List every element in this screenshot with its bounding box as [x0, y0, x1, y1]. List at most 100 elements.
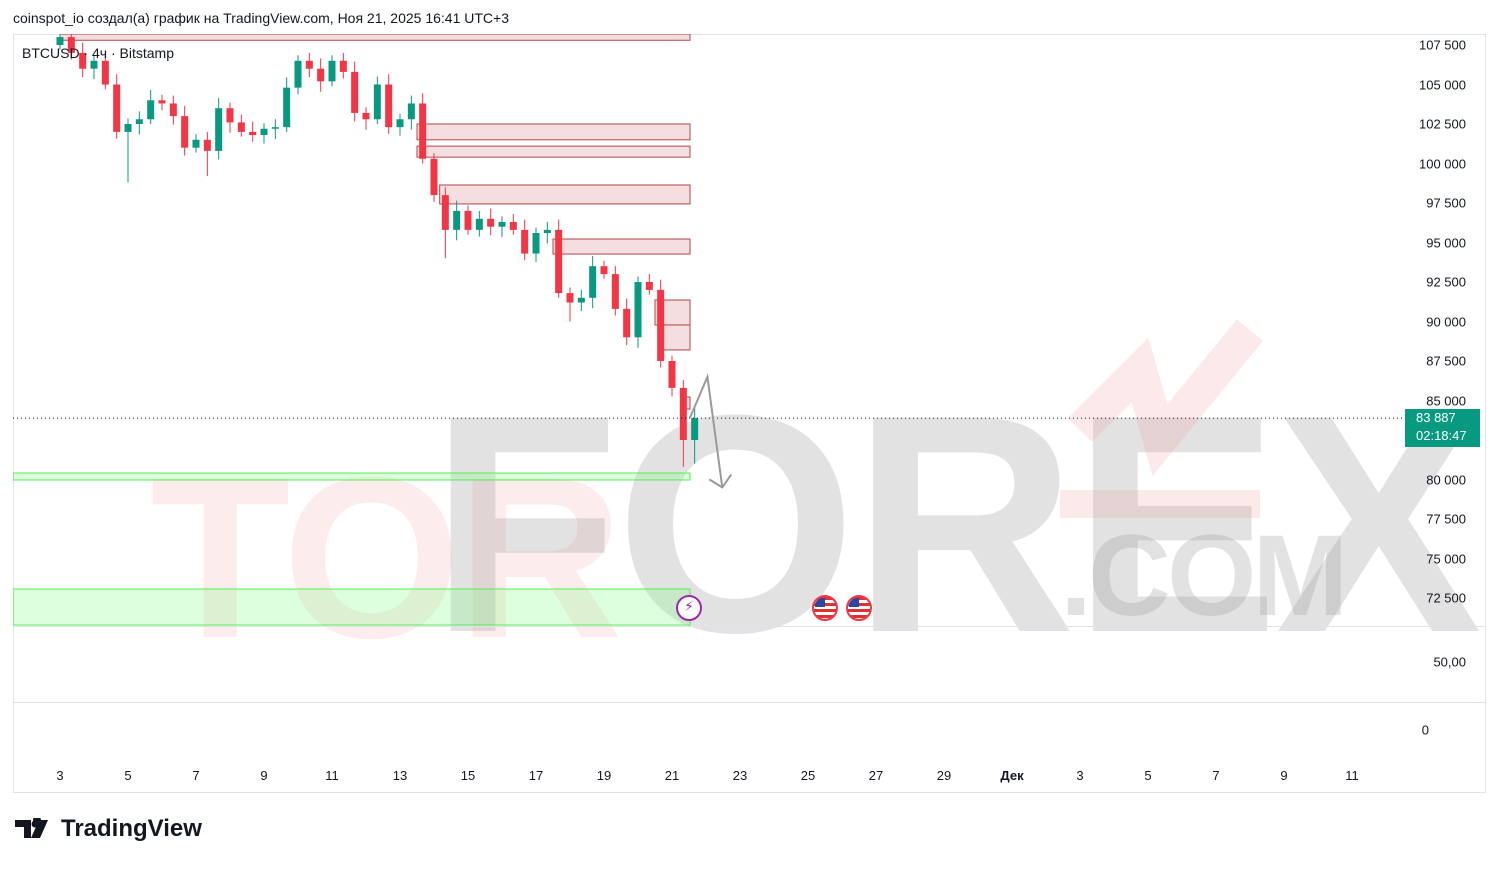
watermark-forex: FOREX — [430, 350, 1482, 697]
current-price-value: 83 887 — [1416, 410, 1456, 425]
candle-body — [135, 119, 143, 124]
lightning-icon[interactable]: ⚡ — [676, 595, 702, 621]
candle-body — [305, 60, 313, 69]
supply-zone — [416, 123, 691, 141]
candle-body — [509, 221, 517, 230]
candle-body — [600, 266, 608, 275]
time-tick-label: 19 — [596, 768, 612, 783]
candle-body — [396, 119, 404, 128]
candle-body — [271, 127, 279, 129]
candle-body — [543, 229, 551, 234]
supply-zone — [660, 324, 691, 351]
time-tick-label: 25 — [800, 768, 816, 783]
candle-body — [464, 210, 472, 230]
time-tick-label: 17 — [528, 768, 544, 783]
lower-pane-label: 50,00 — [1433, 654, 1466, 670]
candle-body — [249, 131, 257, 136]
candle-body — [475, 218, 483, 230]
candle-body — [147, 100, 155, 120]
candle-body — [226, 108, 234, 123]
candle-body — [657, 289, 665, 361]
chart-frame — [13, 34, 1486, 793]
candle-body — [566, 293, 574, 303]
price-tick-label: 100 000 — [1419, 156, 1466, 171]
candle-body — [691, 418, 699, 440]
time-tick-label: 11 — [325, 768, 339, 783]
candle-body — [79, 52, 87, 69]
time-tick-label: 11 — [1345, 768, 1359, 783]
tradingview-logo[interactable]: TradingView — [15, 815, 202, 843]
time-tick-label: 23 — [732, 768, 748, 783]
candle-body — [498, 221, 506, 227]
candle-body — [679, 387, 687, 440]
tradingview-logo-text: TradingView — [61, 815, 202, 842]
us-flag-icon[interactable] — [846, 595, 872, 621]
price-tick-label: 95 000 — [1426, 235, 1466, 250]
supply-zone — [439, 184, 691, 205]
candle-body — [237, 122, 245, 132]
candle-body — [645, 282, 653, 290]
time-tick-label: 5 — [124, 768, 132, 783]
chart-caption: coinspot_io создал(а) график на TradingV… — [13, 10, 509, 26]
candle-body — [611, 274, 619, 309]
candle-body — [577, 297, 585, 303]
candle-body — [373, 84, 381, 120]
candle-body — [294, 60, 302, 88]
demand-zone — [13, 588, 691, 626]
candle-body — [283, 87, 291, 128]
candle-body — [113, 84, 121, 132]
candle-body — [453, 210, 461, 230]
forecast-arrowhead — [708, 473, 733, 489]
price-tick-label: 92 500 — [1426, 274, 1466, 290]
candle-body — [555, 229, 563, 294]
time-tick-label: 7 — [192, 768, 200, 783]
candle-body — [215, 108, 223, 151]
candle-body — [192, 139, 200, 148]
time-tick-label: 27 — [868, 768, 884, 783]
supply-zone — [416, 145, 691, 158]
demand-zone — [13, 472, 691, 481]
time-tick-label: 9 — [1280, 768, 1288, 783]
price-tick-label: 107 500 — [1419, 37, 1466, 53]
candle-body — [339, 60, 347, 72]
candle-body — [430, 158, 438, 196]
watermark-check-icon — [1060, 319, 1264, 518]
forecast-arrow[interactable] — [689, 373, 724, 488]
tradingview-logo-icon — [15, 818, 48, 838]
candle-body — [407, 103, 415, 120]
price-tick-label: 105 000 — [1419, 77, 1466, 92]
candle-body — [532, 233, 540, 254]
pane-separator[interactable] — [13, 702, 1486, 703]
watermark-tor: TOR — [150, 429, 623, 686]
price-tick-label: 75 000 — [1426, 551, 1466, 566]
candle-body — [56, 37, 64, 45]
candle-body — [441, 195, 449, 230]
time-tick-label: 5 — [1144, 768, 1152, 783]
candle-body — [260, 128, 268, 136]
candle-body — [668, 361, 676, 388]
candle-body — [169, 103, 177, 117]
price-tick-label: 80 000 — [1426, 472, 1466, 487]
time-tick-label: 7 — [1212, 768, 1220, 783]
candle-body — [317, 68, 325, 82]
candle-body — [328, 60, 336, 82]
us-flag-icon[interactable] — [812, 595, 838, 621]
time-tick-label: 3 — [56, 768, 64, 783]
price-tick-label: 97 500 — [1426, 195, 1466, 211]
price-tick-label: 85 000 — [1426, 393, 1466, 408]
time-tick-label: 9 — [260, 768, 268, 783]
price-tick-label: 72 500 — [1426, 590, 1466, 606]
candle-body — [419, 103, 427, 159]
bar-countdown: 02:18:47 — [1416, 428, 1467, 443]
time-tick-label: 15 — [460, 768, 476, 783]
time-tick-label: Дек — [1000, 768, 1024, 783]
pane-separator[interactable] — [13, 626, 1486, 627]
watermark-com: .COM — [1060, 512, 1348, 640]
time-tick-label: 13 — [392, 768, 408, 783]
candle-body — [351, 71, 359, 113]
candle-body — [623, 308, 631, 338]
lower-pane-label: 0 — [1421, 722, 1429, 738]
candle-body — [203, 139, 211, 151]
symbol-label[interactable]: BTCUSD · 4ч · Bitstamp — [22, 45, 174, 61]
